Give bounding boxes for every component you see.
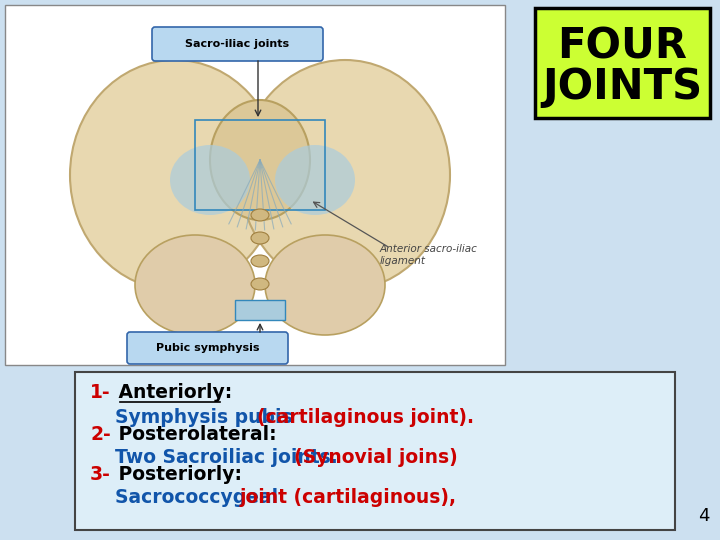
Ellipse shape: [265, 235, 385, 335]
Ellipse shape: [251, 209, 269, 221]
Text: Symphysis pubis: Symphysis pubis: [115, 408, 299, 427]
Text: JOINTS: JOINTS: [542, 66, 703, 108]
Bar: [75, 372, 675, 530]
Text: Sacrococcygeal: Sacrococcygeal: [115, 488, 284, 507]
Text: joint (cartilaginous),: joint (cartilaginous),: [240, 488, 457, 507]
Ellipse shape: [275, 145, 355, 215]
Text: 4: 4: [698, 507, 710, 525]
Text: Posteriorly:: Posteriorly:: [112, 465, 242, 484]
Text: (cartilaginous joint).: (cartilaginous joint).: [257, 408, 474, 427]
Text: Anterior sacro-iliac
ligament: Anterior sacro-iliac ligament: [380, 244, 478, 266]
Ellipse shape: [251, 255, 269, 267]
Ellipse shape: [251, 278, 269, 290]
Ellipse shape: [210, 100, 310, 220]
Text: Posterolateral:: Posterolateral:: [112, 425, 276, 444]
Ellipse shape: [251, 232, 269, 244]
Bar: [235, 300, 285, 320]
Text: 2-: 2-: [90, 425, 111, 444]
Bar: [535, 8, 710, 118]
Ellipse shape: [70, 60, 280, 290]
Bar: [195, 120, 325, 210]
Text: Two Sacroiliac joints.: Two Sacroiliac joints.: [115, 448, 344, 467]
Text: 1-: 1-: [90, 383, 111, 402]
Bar: [5, 5, 505, 365]
Ellipse shape: [170, 145, 250, 215]
FancyBboxPatch shape: [127, 332, 288, 364]
Text: Anteriorly:: Anteriorly:: [112, 383, 233, 402]
Text: FOUR: FOUR: [557, 25, 688, 68]
Text: 3-: 3-: [90, 465, 111, 484]
Ellipse shape: [240, 60, 450, 290]
Ellipse shape: [135, 235, 255, 335]
Text: Pubic symphysis: Pubic symphysis: [156, 343, 259, 353]
FancyBboxPatch shape: [152, 27, 323, 61]
Text: Sacro-iliac joints: Sacro-iliac joints: [186, 39, 289, 49]
Text: (Synovial joins): (Synovial joins): [294, 448, 458, 467]
